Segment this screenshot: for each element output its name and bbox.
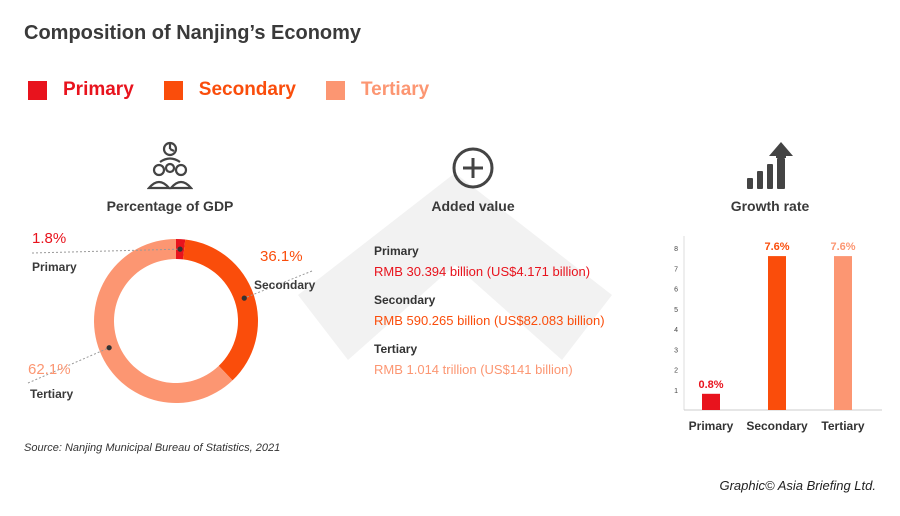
added-value-primary: RMB 30.394 billion (US$4.171 billion) [374,264,591,279]
added-value-label-primary: Primary [374,244,419,258]
legend-item-primary: Primary [28,79,134,101]
donut-slice-secondary [182,239,258,381]
plus-circle-icon [452,147,494,189]
added-value-label-secondary: Secondary [374,293,436,307]
growth-bar-chart: 1 2 3 4 5 6 7 8 0.8% Primary 7.6% Secondary 7.6% Ter… [674,236,882,433]
leader-dot-secondary [241,295,247,301]
legend-label-secondary: Secondary [198,79,296,100]
source-note: Source: Nanjing Municipal Bureau of Stat… [24,442,281,454]
graphic-credit: Graphic© Asia Briefing Ltd. [719,478,876,493]
growth-category-label-tertiary: Tertiary [821,419,864,433]
gdp-label-primary: Primary [32,260,77,274]
legend-item-secondary: Secondary [163,79,296,101]
added-value-tertiary: RMB 1.014 trillion (US$141 billion) [374,362,573,377]
legend: Primary Secondary Tertiary [28,78,459,102]
added-value-secondary: RMB 590.265 billion (US$82.083 billion) [374,313,605,328]
legend-swatch-secondary [163,80,183,100]
growth-value-label-primary: 0.8% [698,379,723,391]
growth-category-label-secondary: Secondary [746,419,808,433]
bar-y-tick-label: 5 [674,307,678,314]
gdp-pct-secondary: 36.1% [260,248,303,265]
bar-chart-up-arrow-icon [747,142,793,189]
gdp-pct-primary: 1.8% [32,230,67,247]
bar-y-tick-label: 6 [674,287,678,294]
legend-label-tertiary: Tertiary [360,79,430,100]
leader-line-secondary [244,270,313,299]
growth-title: Growth rate [730,198,810,214]
page-title: Composition of Nanjing’s Economy [24,22,362,44]
bar-y-tick-label: 1 [674,388,678,395]
gdp-label-tertiary: Tertiary [30,387,74,401]
gdp-pct-tertiary: 62.1% [28,361,71,378]
bar-y-tick-label: 3 [674,347,678,354]
growth-value-label-secondary: 7.6% [764,241,789,253]
growth-value-label-tertiary: 7.6% [830,241,855,253]
leader-line-primary [31,248,181,254]
people-group-icon [147,141,193,190]
leader-line-tertiary [27,347,110,384]
gdp-title: Percentage of GDP [106,198,234,214]
donut-slice-tertiary [93,239,233,403]
legend-item-tertiary: Tertiary [325,79,430,101]
leader-dot-tertiary [106,345,112,351]
leader-dot-primary [177,246,183,252]
bar-y-tick-label: 2 [674,368,678,375]
added-value-title: Added value [431,198,515,214]
gdp-donut-chart [27,239,313,403]
gdp-label-secondary: Secondary [254,278,316,292]
growth-bar-primary [702,393,720,410]
bar-y-tick-label: 4 [674,327,678,334]
growth-bar-tertiary [834,256,852,410]
legend-swatch-primary [28,80,47,100]
watermark-logo [298,173,612,360]
legend-label-primary: Primary [63,79,134,100]
growth-category-label-primary: Primary [689,419,734,433]
bar-y-tick-label: 8 [674,246,678,253]
legend-swatch-tertiary [325,80,345,100]
added-value-label-tertiary: Tertiary [374,342,418,356]
bar-y-tick-label: 7 [674,266,678,273]
growth-bar-secondary [768,256,786,410]
